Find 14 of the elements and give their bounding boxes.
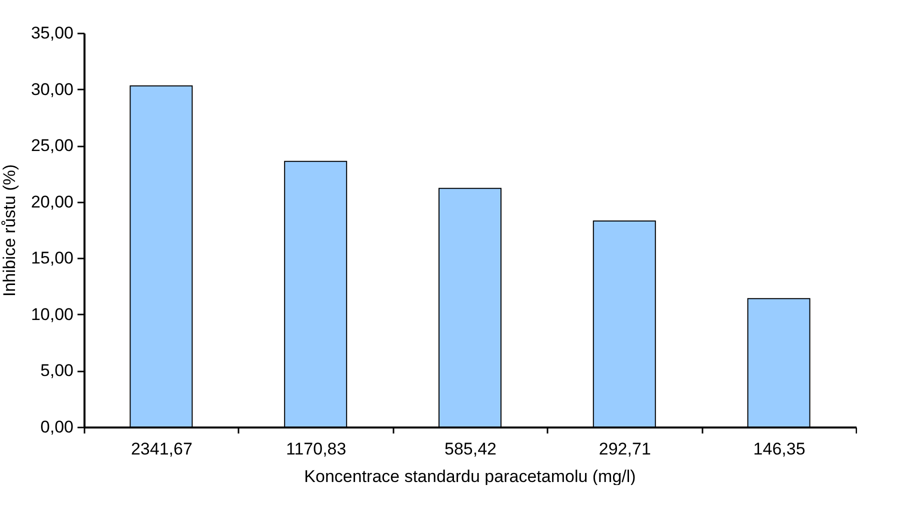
y-axis-title: Inhibice růstu (%) xyxy=(0,164,19,297)
y-tick-label: 15,00 xyxy=(30,248,74,268)
x-tick-label: 146,35 xyxy=(753,440,806,458)
x-tick-label: 2341,67 xyxy=(130,440,192,458)
y-tick-label: 10,00 xyxy=(30,304,74,324)
x-tick-label: 1170,83 xyxy=(286,440,346,458)
y-tick-label: 35,00 xyxy=(30,24,74,42)
y-tick-label: 25,00 xyxy=(30,136,74,156)
y-tick-label: 5,00 xyxy=(40,361,74,380)
y-tick-label: 30,00 xyxy=(30,80,74,99)
y-tick-label: 0,00 xyxy=(40,418,74,436)
x-tick-label: 292,71 xyxy=(598,440,651,458)
x-tick-label: 585,42 xyxy=(444,440,496,458)
y-tick-label: 20,00 xyxy=(30,192,74,212)
